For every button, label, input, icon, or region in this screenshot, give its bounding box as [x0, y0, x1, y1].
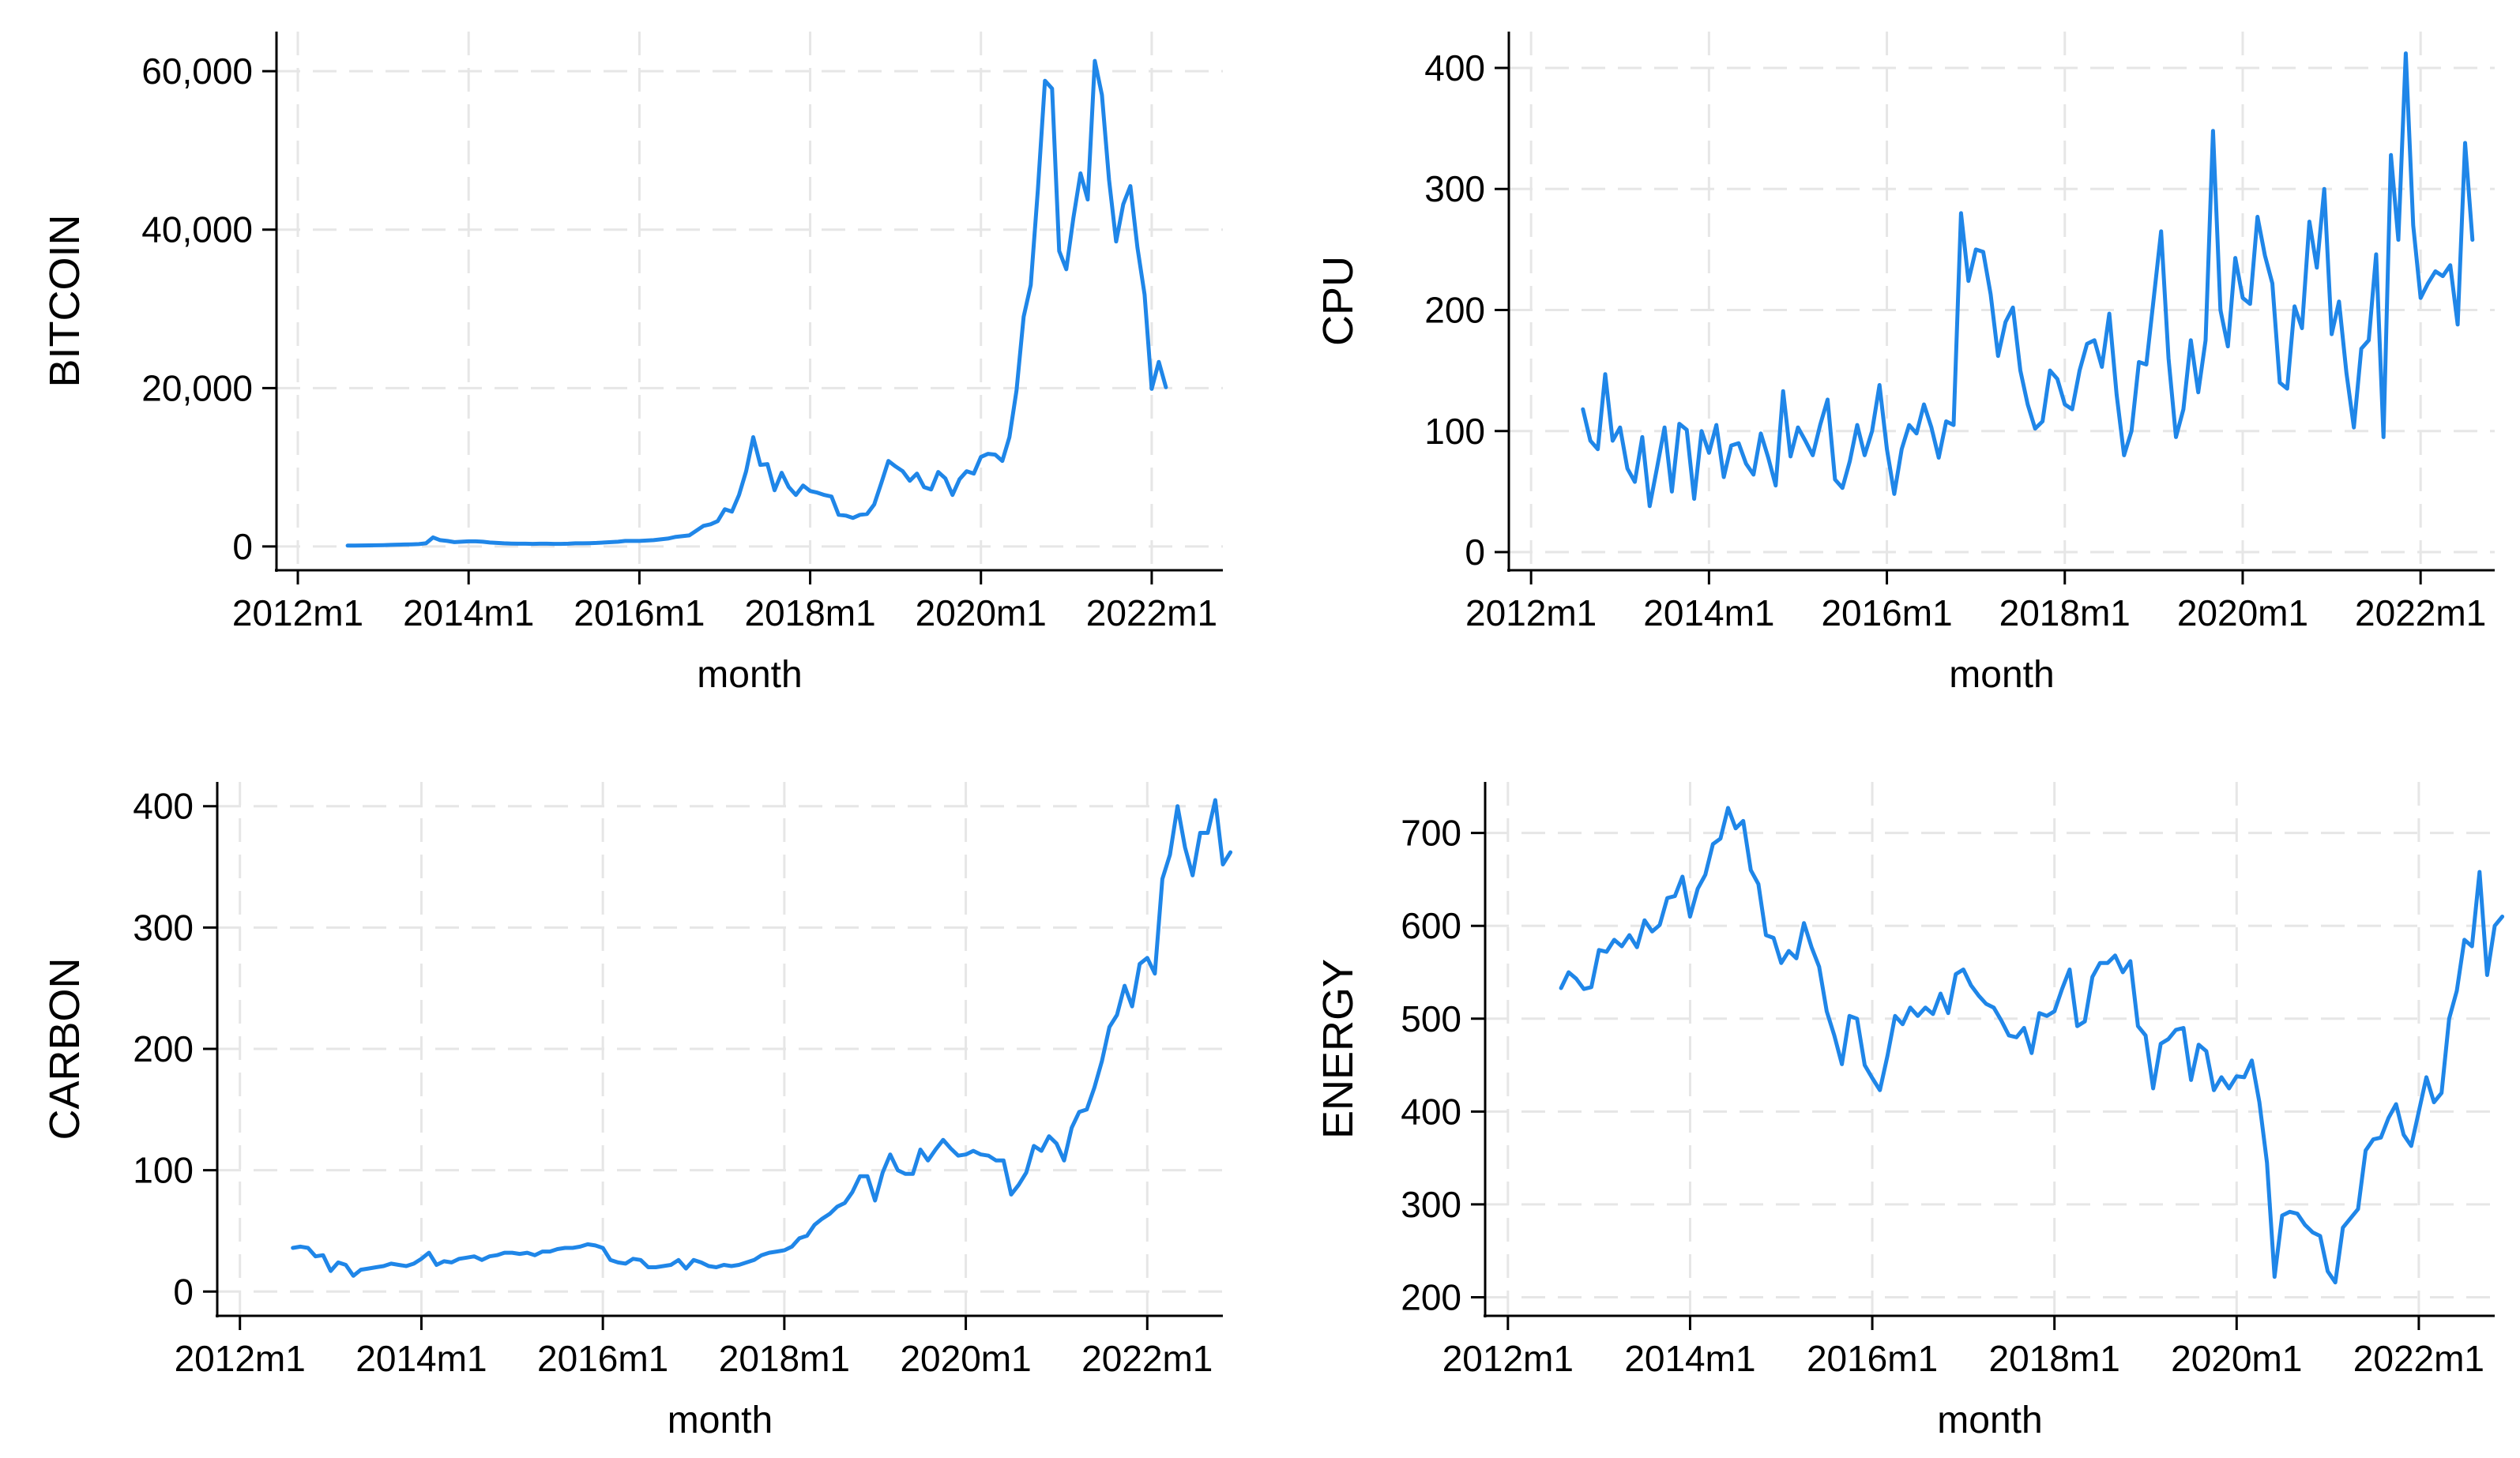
- carbon-y-tick-label: 200: [133, 1028, 194, 1069]
- cpu-x-tick-label: 2016m1: [1821, 592, 1952, 633]
- energy-x-axis-title: month: [1937, 1400, 2042, 1441]
- carbon-x-tick-label: 2014m1: [355, 1338, 487, 1379]
- energy-series-line: [1559, 806, 2505, 1285]
- carbon-x-tick-label: 2012m1: [175, 1338, 306, 1379]
- bitcoin-y-tick-label: 0: [232, 526, 253, 567]
- energy-y-tick-label: 700: [1401, 813, 1461, 854]
- bitcoin-x-tick-label: 2020m1: [916, 592, 1047, 633]
- bitcoin-x-tick-label: 2022m1: [1086, 592, 1217, 633]
- energy-x-tick-label: 2022m1: [2353, 1338, 2484, 1379]
- energy-y-tick-label: 300: [1401, 1184, 1461, 1225]
- carbon-x-tick-label: 2022m1: [1081, 1338, 1213, 1379]
- cpu-y-tick-label: 300: [1424, 168, 1485, 209]
- cpu-y-tick-label: 200: [1424, 289, 1485, 330]
- carbon-y-axis-title: CARBON: [41, 957, 88, 1140]
- energy-y-tick-label: 500: [1401, 998, 1461, 1039]
- bitcoin-x-axis-title: month: [697, 654, 802, 696]
- carbon-series-line: [291, 798, 1233, 1278]
- bitcoin-x-tick-label: 2014m1: [403, 592, 534, 633]
- bitcoin-y-axis-title: BITCOIN: [41, 214, 88, 387]
- carbon-y-tick-label: 300: [133, 907, 194, 948]
- cpu-x-axis-title: month: [1949, 654, 2054, 696]
- carbon-y-tick-label: 100: [133, 1150, 194, 1191]
- cpu-y-tick-label: 0: [1465, 532, 1485, 573]
- carbon-x-tick-label: 2020m1: [900, 1338, 1031, 1379]
- cpu-y-tick-label: 400: [1424, 47, 1485, 88]
- carbon-x-tick-label: 2018m1: [719, 1338, 850, 1379]
- carbon-y-tick-label: 0: [173, 1271, 194, 1312]
- energy-x-tick-label: 2016m1: [1807, 1338, 1938, 1379]
- cpu-x-tick-label: 2022m1: [2355, 592, 2486, 633]
- cpu-y-tick-label: 100: [1424, 411, 1485, 452]
- energy-y-tick-label: 400: [1401, 1091, 1461, 1132]
- bitcoin-y-tick-label: 20,000: [141, 367, 253, 408]
- energy-y-tick-label: 600: [1401, 905, 1461, 946]
- bitcoin-series-line: [345, 58, 1168, 548]
- bitcoin-chart-panel: 0 20,000 40,000 60,000 2012m1 2014m1 2016m1 201…: [41, 32, 1223, 696]
- energy-y-axis-title: ENERGY: [1315, 959, 1362, 1139]
- cpu-x-tick-label: 2014m1: [1643, 592, 1774, 633]
- bitcoin-x-tick-label: 2012m1: [232, 592, 363, 633]
- carbon-x-axis-title: month: [668, 1400, 773, 1441]
- carbon-chart-panel: 0 100 200 300 400 2012m1 2014m1 2016m1 2018m1 202…: [41, 782, 1233, 1441]
- carbon-x-tick-label: 2016m1: [537, 1338, 668, 1379]
- bitcoin-y-tick-label: 60,000: [141, 51, 253, 92]
- cpu-x-tick-label: 2012m1: [1465, 592, 1597, 633]
- energy-x-tick-label: 2020m1: [2171, 1338, 2302, 1379]
- energy-chart-panel: 200 300 400 500 600 700 2012m1 2014m1 2016m1 2018…: [1315, 782, 2505, 1441]
- cpu-x-tick-label: 2018m1: [1999, 592, 2131, 633]
- bitcoin-y-tick-label: 40,000: [141, 209, 253, 250]
- cpu-series-line: [1581, 51, 2475, 509]
- bitcoin-x-tick-label: 2018m1: [744, 592, 875, 633]
- cpu-x-tick-label: 2020m1: [2177, 592, 2308, 633]
- energy-x-tick-label: 2014m1: [1624, 1338, 1755, 1379]
- cpu-chart-panel: 0 100 200 300 400 2012m1 2014m1 2016m1 2018m1 202…: [1315, 32, 2495, 696]
- bitcoin-x-tick-label: 2016m1: [574, 592, 705, 633]
- carbon-y-tick-label: 400: [133, 786, 194, 827]
- energy-x-tick-label: 2018m1: [1989, 1338, 2120, 1379]
- energy-y-tick-label: 200: [1401, 1276, 1461, 1317]
- cpu-y-axis-title: CPU: [1315, 256, 1362, 346]
- energy-x-tick-label: 2012m1: [1442, 1338, 1574, 1379]
